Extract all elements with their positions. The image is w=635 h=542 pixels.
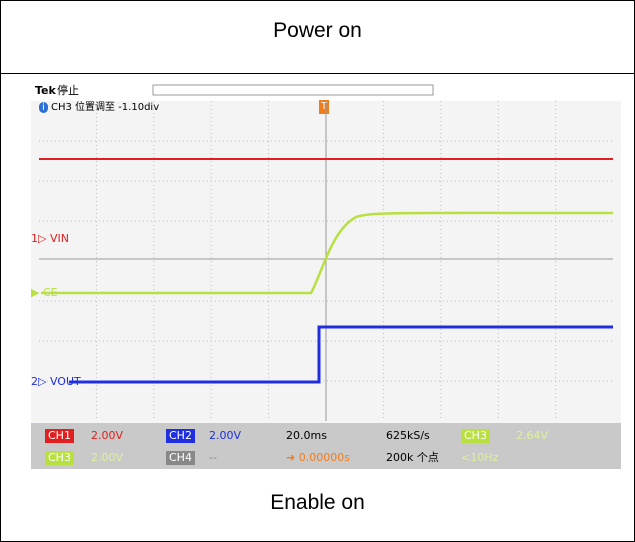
trigger-position: ➜ 0.00000s xyxy=(286,451,350,465)
waveforms xyxy=(31,81,621,469)
ch2-scale: 2.00V xyxy=(209,429,241,443)
ch1-tag: CH1 xyxy=(45,429,74,443)
sample-rate: 625kS/s xyxy=(386,429,430,443)
header-title: Power on xyxy=(1,19,634,43)
ch1-label: 1▷ VIN xyxy=(31,232,69,246)
ch-num: 2 xyxy=(31,375,38,388)
trigger-source: CH3 xyxy=(461,429,490,443)
ch3-tag: CH3 xyxy=(45,451,74,465)
trace-ch3 xyxy=(41,213,613,293)
ch2-label: 2▷ VOUT xyxy=(31,375,81,389)
record-length: 200k 个点 xyxy=(386,451,439,465)
scope-screenshot: Tek 停止 i CH3 位置调至 -1.10div T 1▷ VIN ▶ CE… xyxy=(31,81,621,469)
ch-name: VOUT xyxy=(50,375,81,388)
ch1-scale: 2.00V xyxy=(91,429,123,443)
trigger-level: 2.64V xyxy=(516,429,548,443)
trigger-position-value: 0.00000s xyxy=(299,451,350,464)
record-bar xyxy=(153,85,433,95)
document: Power on Tek 停止 i CH3 位置调至 -1.10div T 1▷… xyxy=(0,0,635,542)
ch-num: 1 xyxy=(31,232,38,245)
ch3-label: ▶ CE xyxy=(31,286,58,300)
ch4-scale: -- xyxy=(209,451,217,465)
footer-title: Enable on xyxy=(1,491,634,515)
trace-ch2 xyxy=(69,327,613,382)
timebase: 20.0ms xyxy=(286,429,327,443)
ch4-tag: CH4 xyxy=(166,451,195,465)
frequency: <10Hz xyxy=(461,451,498,465)
row-divider xyxy=(1,73,634,74)
ch2-tag: CH2 xyxy=(166,429,195,443)
ch-name: CE xyxy=(43,286,58,299)
ch-name: VIN xyxy=(50,232,69,245)
ch3-scale: 2.00V xyxy=(91,451,123,465)
